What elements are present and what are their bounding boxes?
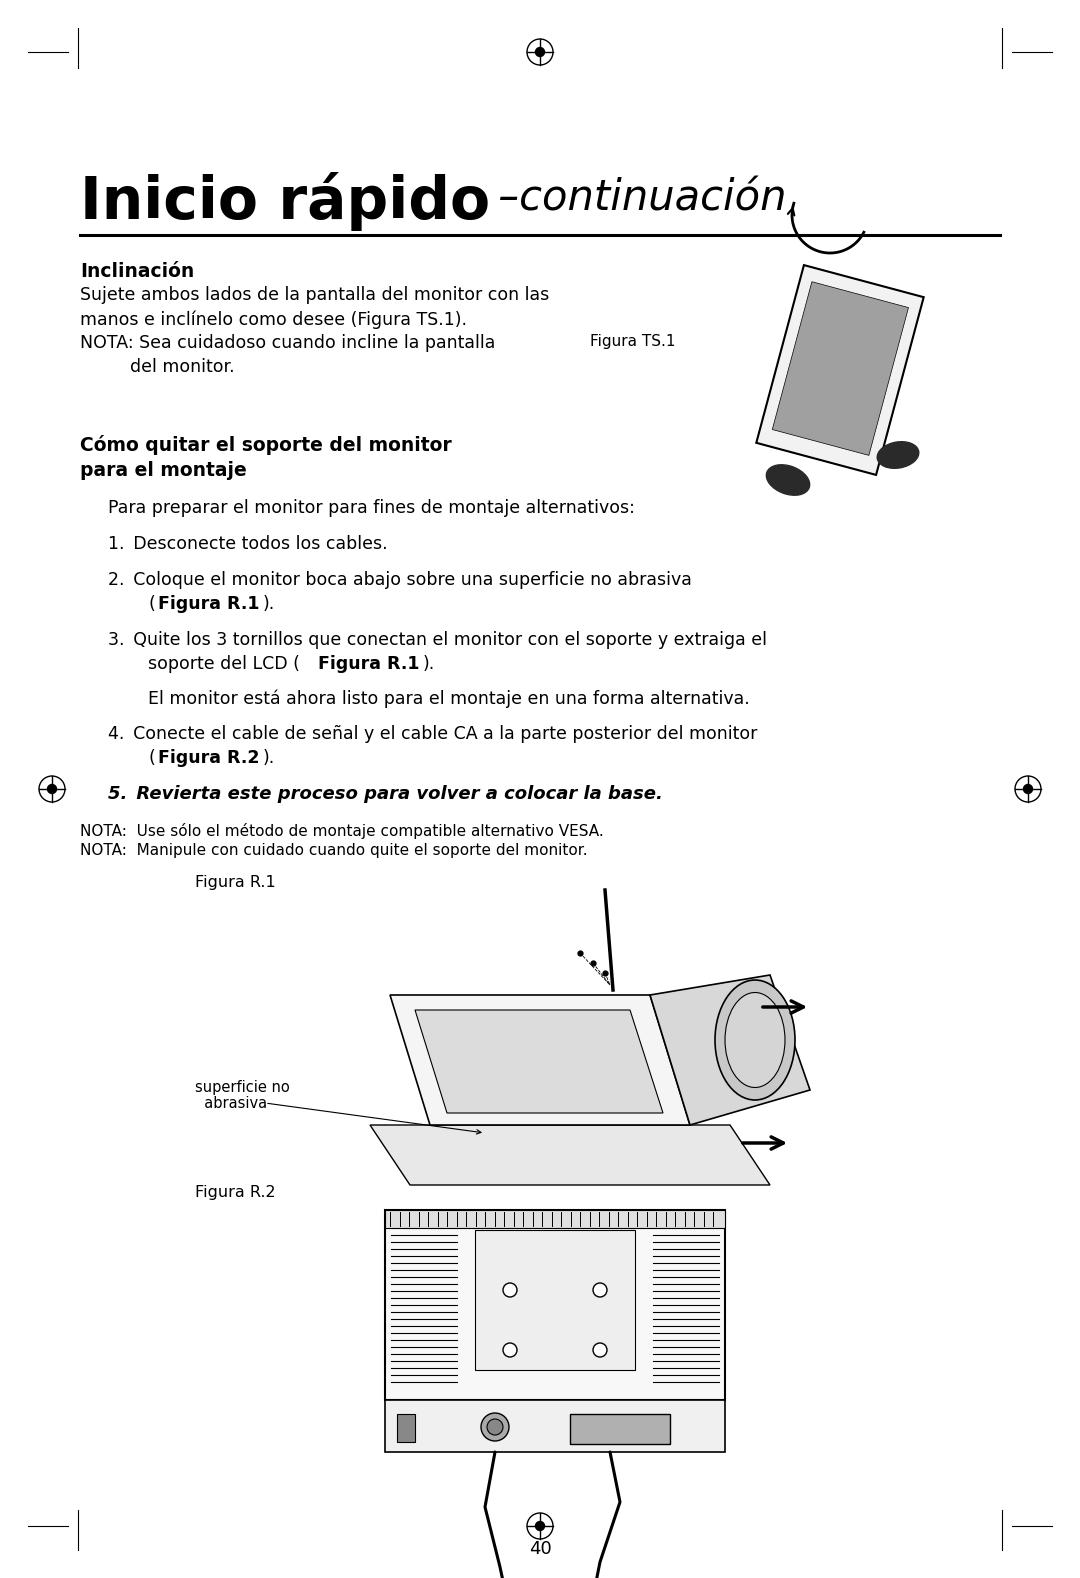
Text: 2. Coloque el monitor boca abajo sobre una superficie no abrasiva: 2. Coloque el monitor boca abajo sobre u… [108,571,692,589]
Text: Figura R.1: Figura R.1 [195,874,275,890]
Polygon shape [384,1400,725,1452]
Text: del monitor.: del monitor. [130,358,234,376]
Text: NOTA:  Use sólo el método de montaje compatible alternativo VESA.: NOTA: Use sólo el método de montaje comp… [80,824,604,839]
Text: Figura R.1: Figura R.1 [158,595,259,612]
Ellipse shape [715,980,795,1100]
Text: NOTA: Sea cuidadoso cuando incline la pantalla: NOTA: Sea cuidadoso cuando incline la pa… [80,335,496,352]
Circle shape [481,1412,509,1441]
Circle shape [503,1283,517,1297]
Text: 5. Revierta este proceso para volver a colocar la base.: 5. Revierta este proceso para volver a c… [108,784,663,803]
Polygon shape [650,975,810,1125]
FancyBboxPatch shape [475,1229,635,1370]
Polygon shape [370,1125,770,1185]
Text: 40: 40 [528,1540,552,1557]
Text: Inclinación: Inclinación [80,262,194,281]
Circle shape [503,1343,517,1357]
Text: para el montaje: para el montaje [80,461,246,480]
Circle shape [1024,784,1032,794]
Text: ).: ). [264,750,275,767]
FancyBboxPatch shape [384,1210,725,1400]
Polygon shape [756,265,923,475]
Text: (: ( [148,750,154,767]
Text: Figura TS.1: Figura TS.1 [590,335,675,349]
Text: El monitor está ahora listo para el montaje en una forma alternativa.: El monitor está ahora listo para el mont… [148,690,750,707]
Text: 3. Quite los 3 tornillos que conectan el monitor con el soporte y extraiga el: 3. Quite los 3 tornillos que conectan el… [108,631,767,649]
Circle shape [487,1419,503,1434]
Text: Figura R.2: Figura R.2 [195,1185,275,1199]
Polygon shape [772,282,908,456]
Text: (: ( [148,595,154,612]
Text: Sujete ambos lados de la pantalla del monitor con las: Sujete ambos lados de la pantalla del mo… [80,286,550,305]
Text: Para preparar el monitor para fines de montaje alternativos:: Para preparar el monitor para fines de m… [108,499,635,518]
Text: abrasiva: abrasiva [195,1097,267,1111]
Text: Cómo quitar el soporte del monitor: Cómo quitar el soporte del monitor [80,436,451,454]
Circle shape [593,1283,607,1297]
Text: Figura R.2: Figura R.2 [158,750,259,767]
Text: ).: ). [264,595,275,612]
Text: –continuación: –continuación [485,177,786,219]
Text: 4. Conecte el cable de señal y el cable CA a la parte posterior del monitor: 4. Conecte el cable de señal y el cable … [108,724,757,743]
Circle shape [593,1343,607,1357]
Ellipse shape [767,466,810,495]
Bar [397,1414,415,1442]
Ellipse shape [877,442,919,469]
Text: Inicio rápido: Inicio rápido [80,172,490,230]
Ellipse shape [725,993,785,1087]
Text: NOTA:  Manipule con cuidado cuando quite el soporte del monitor.: NOTA: Manipule con cuidado cuando quite … [80,843,588,858]
Text: ).: ). [423,655,435,672]
Text: manos e inclínelo como desee (Figura TS.1).: manos e inclínelo como desee (Figura TS.… [80,309,467,328]
Text: superficie no: superficie no [195,1079,289,1095]
Circle shape [48,784,56,794]
Polygon shape [384,1210,725,1228]
Text: Figura R.1: Figura R.1 [318,655,419,672]
Text: 1. Desconecte todos los cables.: 1. Desconecte todos los cables. [108,535,388,552]
Polygon shape [390,996,690,1125]
Polygon shape [415,1010,663,1112]
Circle shape [536,47,544,57]
Polygon shape [570,1414,670,1444]
Text: soporte del LCD (: soporte del LCD ( [148,655,300,672]
Circle shape [536,1521,544,1531]
